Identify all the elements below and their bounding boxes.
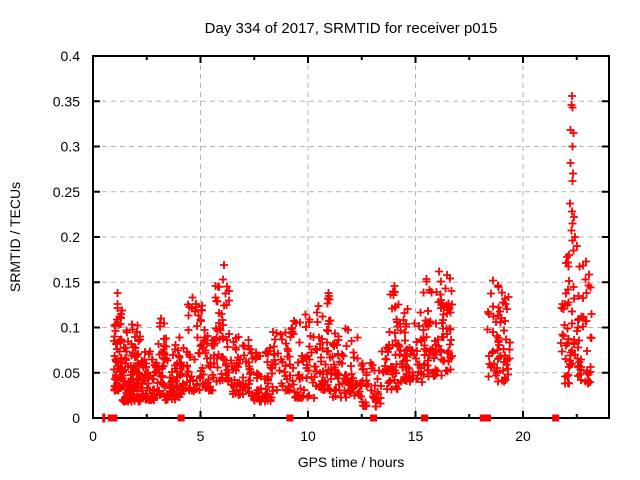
scatter-points xyxy=(110,92,596,411)
x-tick-label: 0 xyxy=(89,428,97,444)
x-tick-label: 20 xyxy=(515,428,531,444)
y-tick-label: 0.2 xyxy=(61,229,81,245)
y-tick-label: 0.25 xyxy=(53,184,80,200)
zero-square-marker xyxy=(484,414,492,422)
zero-square-marker xyxy=(370,414,378,422)
y-tick-label: 0.15 xyxy=(53,274,80,290)
zero-square-marker xyxy=(552,414,560,422)
plot-frame xyxy=(92,55,610,419)
y-tick-label: 0.3 xyxy=(61,139,81,155)
zero-bar-marker xyxy=(102,413,106,423)
x-tick-label: 5 xyxy=(197,428,205,444)
zero-square-marker xyxy=(421,414,429,422)
zero-square-marker xyxy=(286,414,294,422)
x-tick-label: 10 xyxy=(300,428,316,444)
zero-square-marker xyxy=(110,414,118,422)
plot-area: 0 5 10 15 20 0 0.05 0.1 0.15 0.2 0.25 0.3 0.35 0.4 xyxy=(53,48,610,444)
x-axis-label: GPS time / hours xyxy=(298,454,405,470)
y-tick-label: 0.4 xyxy=(61,48,81,64)
y-tick-label: 0.1 xyxy=(61,320,81,336)
y-tick-label: 0.35 xyxy=(53,93,80,109)
chart-title: Day 334 of 2017, SRMTID for receiver p01… xyxy=(205,20,498,37)
zero-square-marker xyxy=(479,414,487,422)
y-axis-label: SRMTID / TECUs xyxy=(7,182,23,292)
y-tick-label: 0 xyxy=(72,410,80,426)
x-tick-label: 15 xyxy=(408,428,424,444)
zero-square-marker xyxy=(177,414,185,422)
y-tick-label: 0.05 xyxy=(53,365,80,381)
